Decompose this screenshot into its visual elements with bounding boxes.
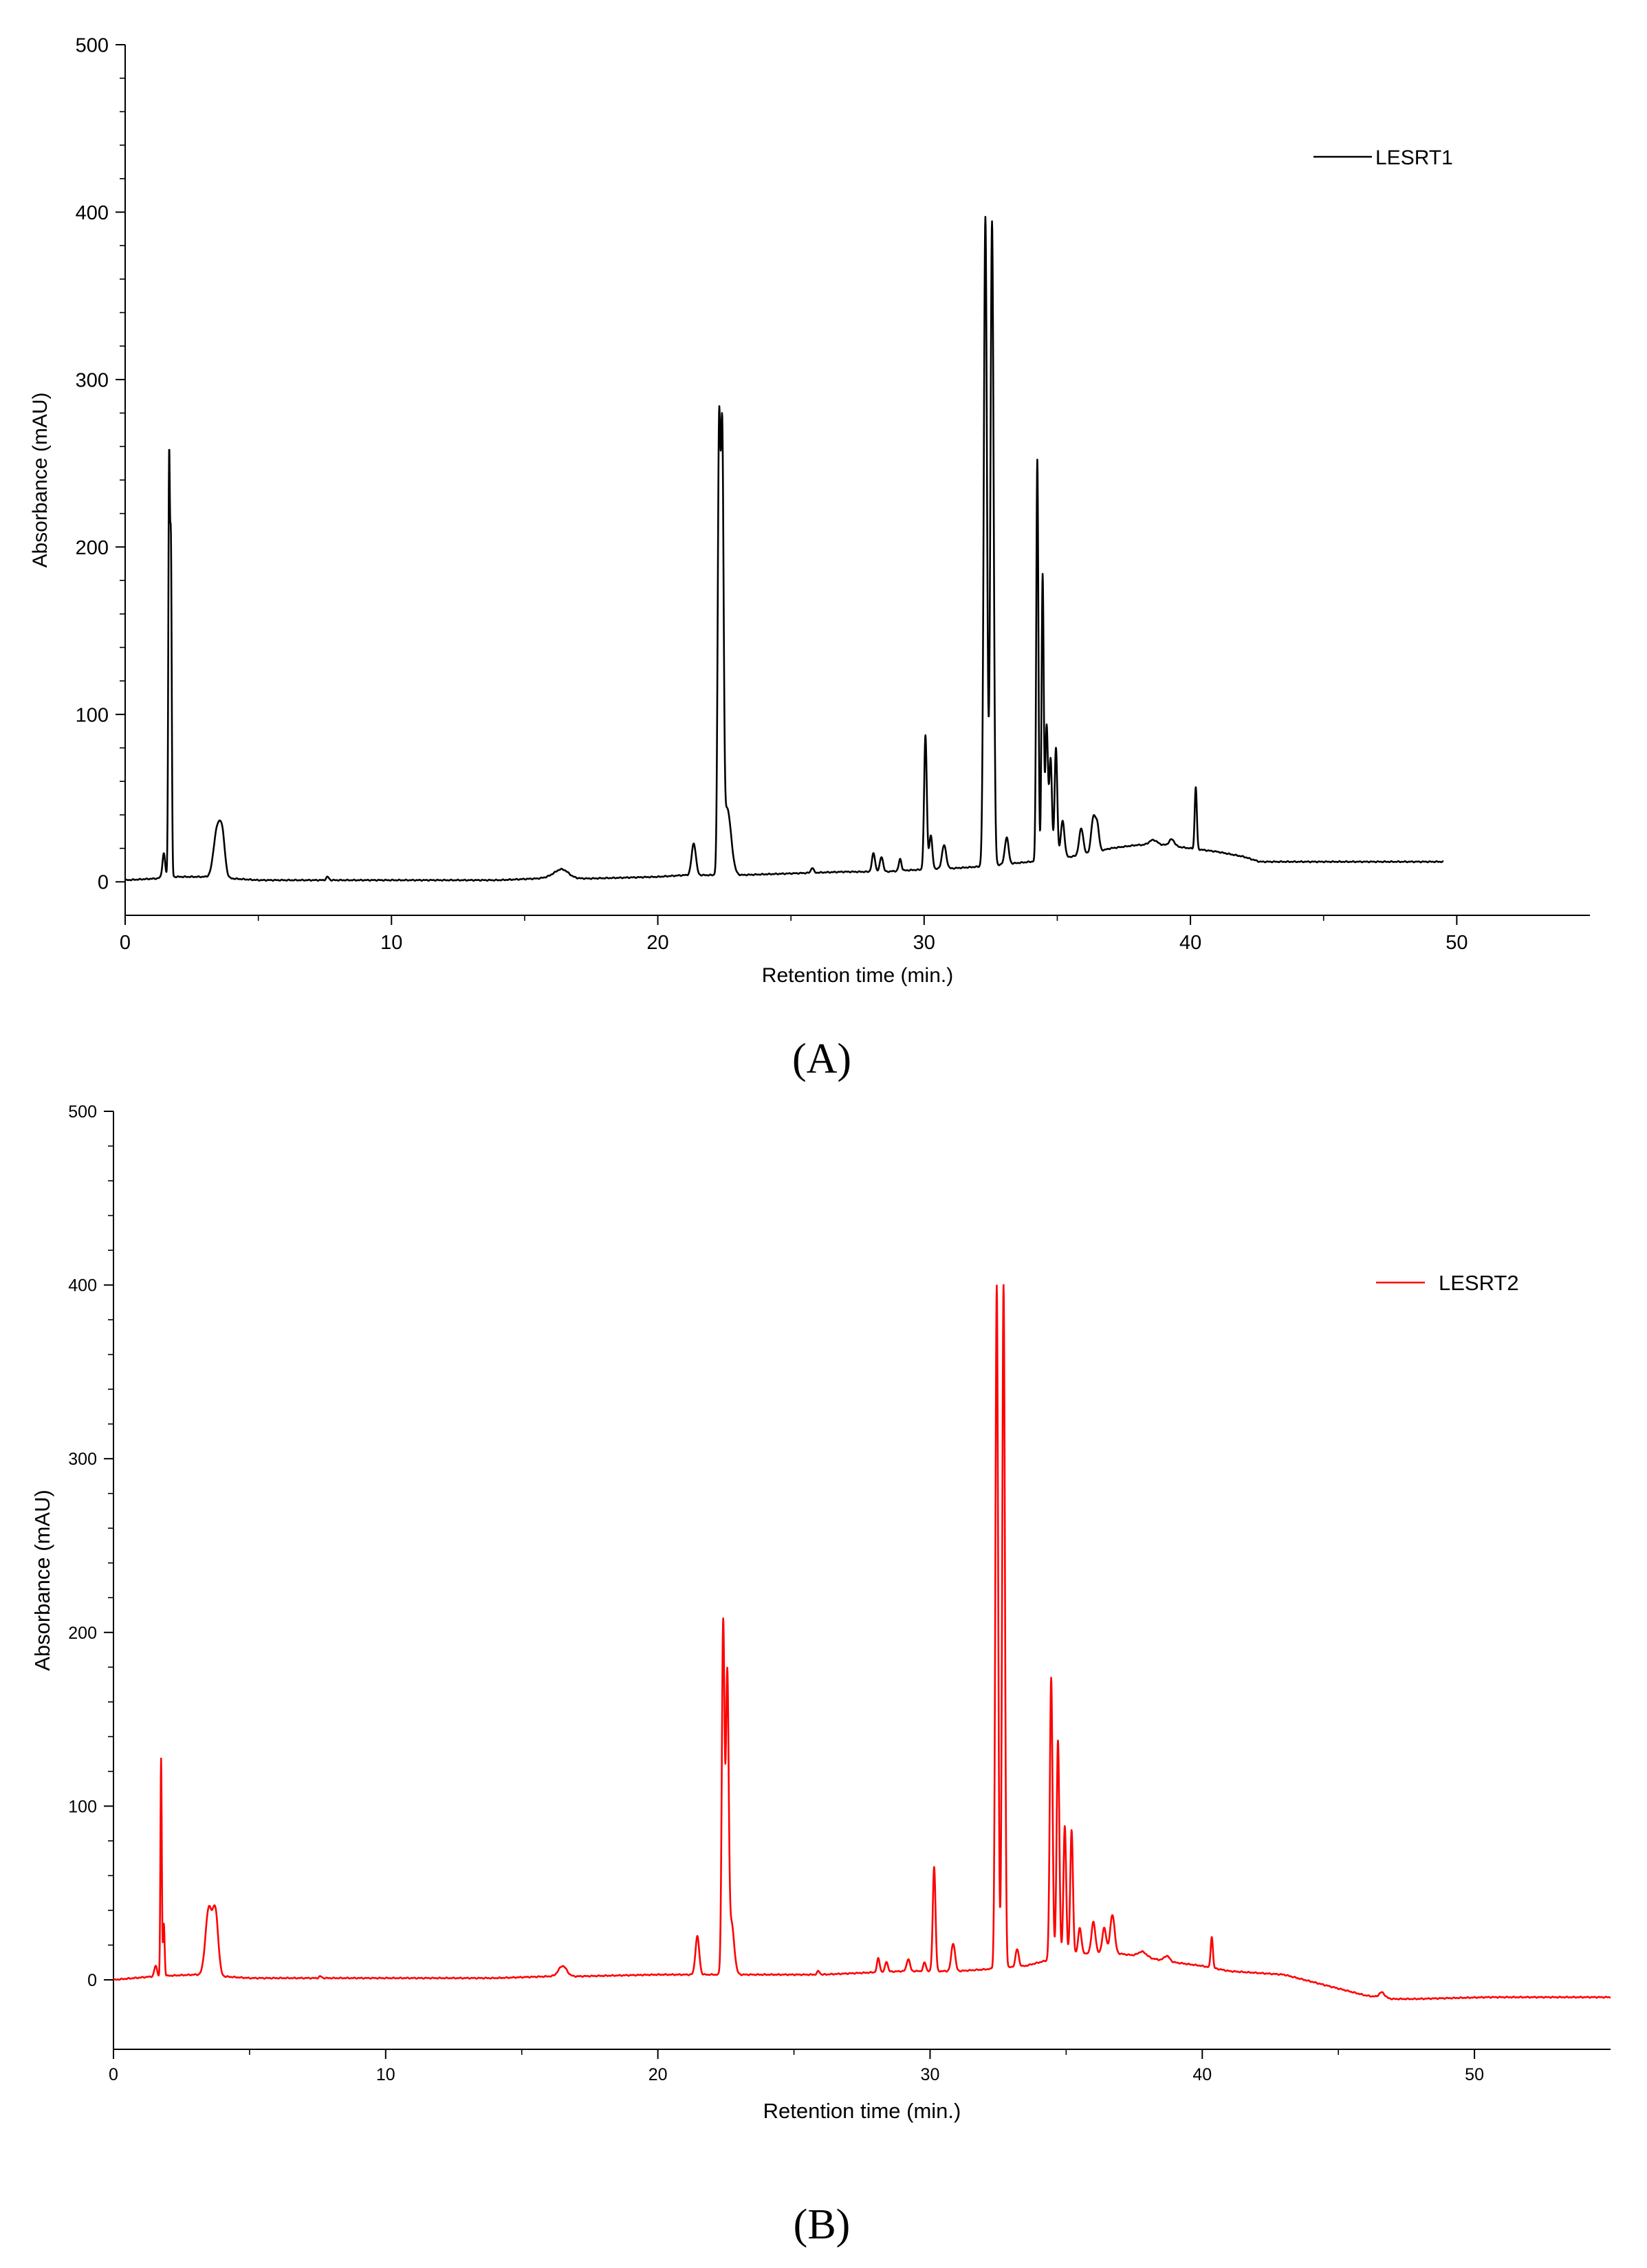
panel-b-x-axis-label: Retention time (min.) xyxy=(763,2099,961,2123)
y-tick-label: 0 xyxy=(98,872,109,894)
panel-a-trace-lesrt1 xyxy=(124,215,1444,882)
y-tick-label: 300 xyxy=(68,1450,97,1469)
x-tick-label: 10 xyxy=(380,932,402,954)
y-tick-label: 300 xyxy=(76,369,109,391)
panel-b-trace-lesrt2 xyxy=(113,1284,1611,2000)
x-tick-label: 0 xyxy=(109,2065,118,2084)
y-tick-label: 200 xyxy=(68,1624,97,1643)
x-tick-label: 40 xyxy=(1179,932,1201,954)
panel-a-legend-label: LESRT1 xyxy=(1375,146,1453,169)
panel-a-caption-label: (A) xyxy=(792,1036,851,1082)
y-tick-label: 100 xyxy=(76,704,109,726)
panel-b-caption-label: (B) xyxy=(794,2201,851,2248)
y-tick-label: 200 xyxy=(76,537,109,559)
y-tick-label: 400 xyxy=(76,202,109,224)
x-tick-label: 30 xyxy=(913,932,935,954)
x-tick-label: 20 xyxy=(646,932,668,954)
x-tick-label: 30 xyxy=(921,2065,940,2084)
y-tick-label: 500 xyxy=(68,1102,97,1122)
y-tick-label: 500 xyxy=(76,34,109,56)
y-tick-label: 0 xyxy=(87,1971,97,1990)
x-tick-label: 20 xyxy=(648,2065,668,2084)
y-tick-label: 100 xyxy=(68,1797,97,1816)
panel-a-y-axis-label: Absorbance (mAU) xyxy=(29,392,52,567)
panel-b-y-axis-label: Absorbance (mAU) xyxy=(30,1490,54,1671)
x-tick-label: 40 xyxy=(1192,2065,1212,2084)
panel-b-legend-label: LESRT2 xyxy=(1439,1271,1519,1295)
x-tick-label: 0 xyxy=(120,932,131,954)
x-tick-label: 10 xyxy=(376,2065,395,2084)
y-tick-label: 400 xyxy=(68,1276,97,1296)
panel-a-x-axis-label: Retention time (min.) xyxy=(762,964,953,987)
x-tick-label: 50 xyxy=(1446,932,1468,954)
panel-b-legend: LESRT2 xyxy=(1376,1271,1519,1295)
panel-a-legend: LESRT1 xyxy=(1313,146,1453,169)
x-tick-label: 50 xyxy=(1465,2065,1484,2084)
